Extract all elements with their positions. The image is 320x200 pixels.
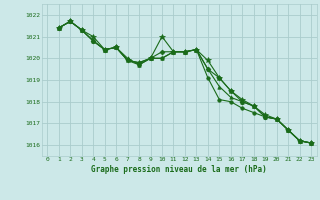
- X-axis label: Graphe pression niveau de la mer (hPa): Graphe pression niveau de la mer (hPa): [91, 165, 267, 174]
